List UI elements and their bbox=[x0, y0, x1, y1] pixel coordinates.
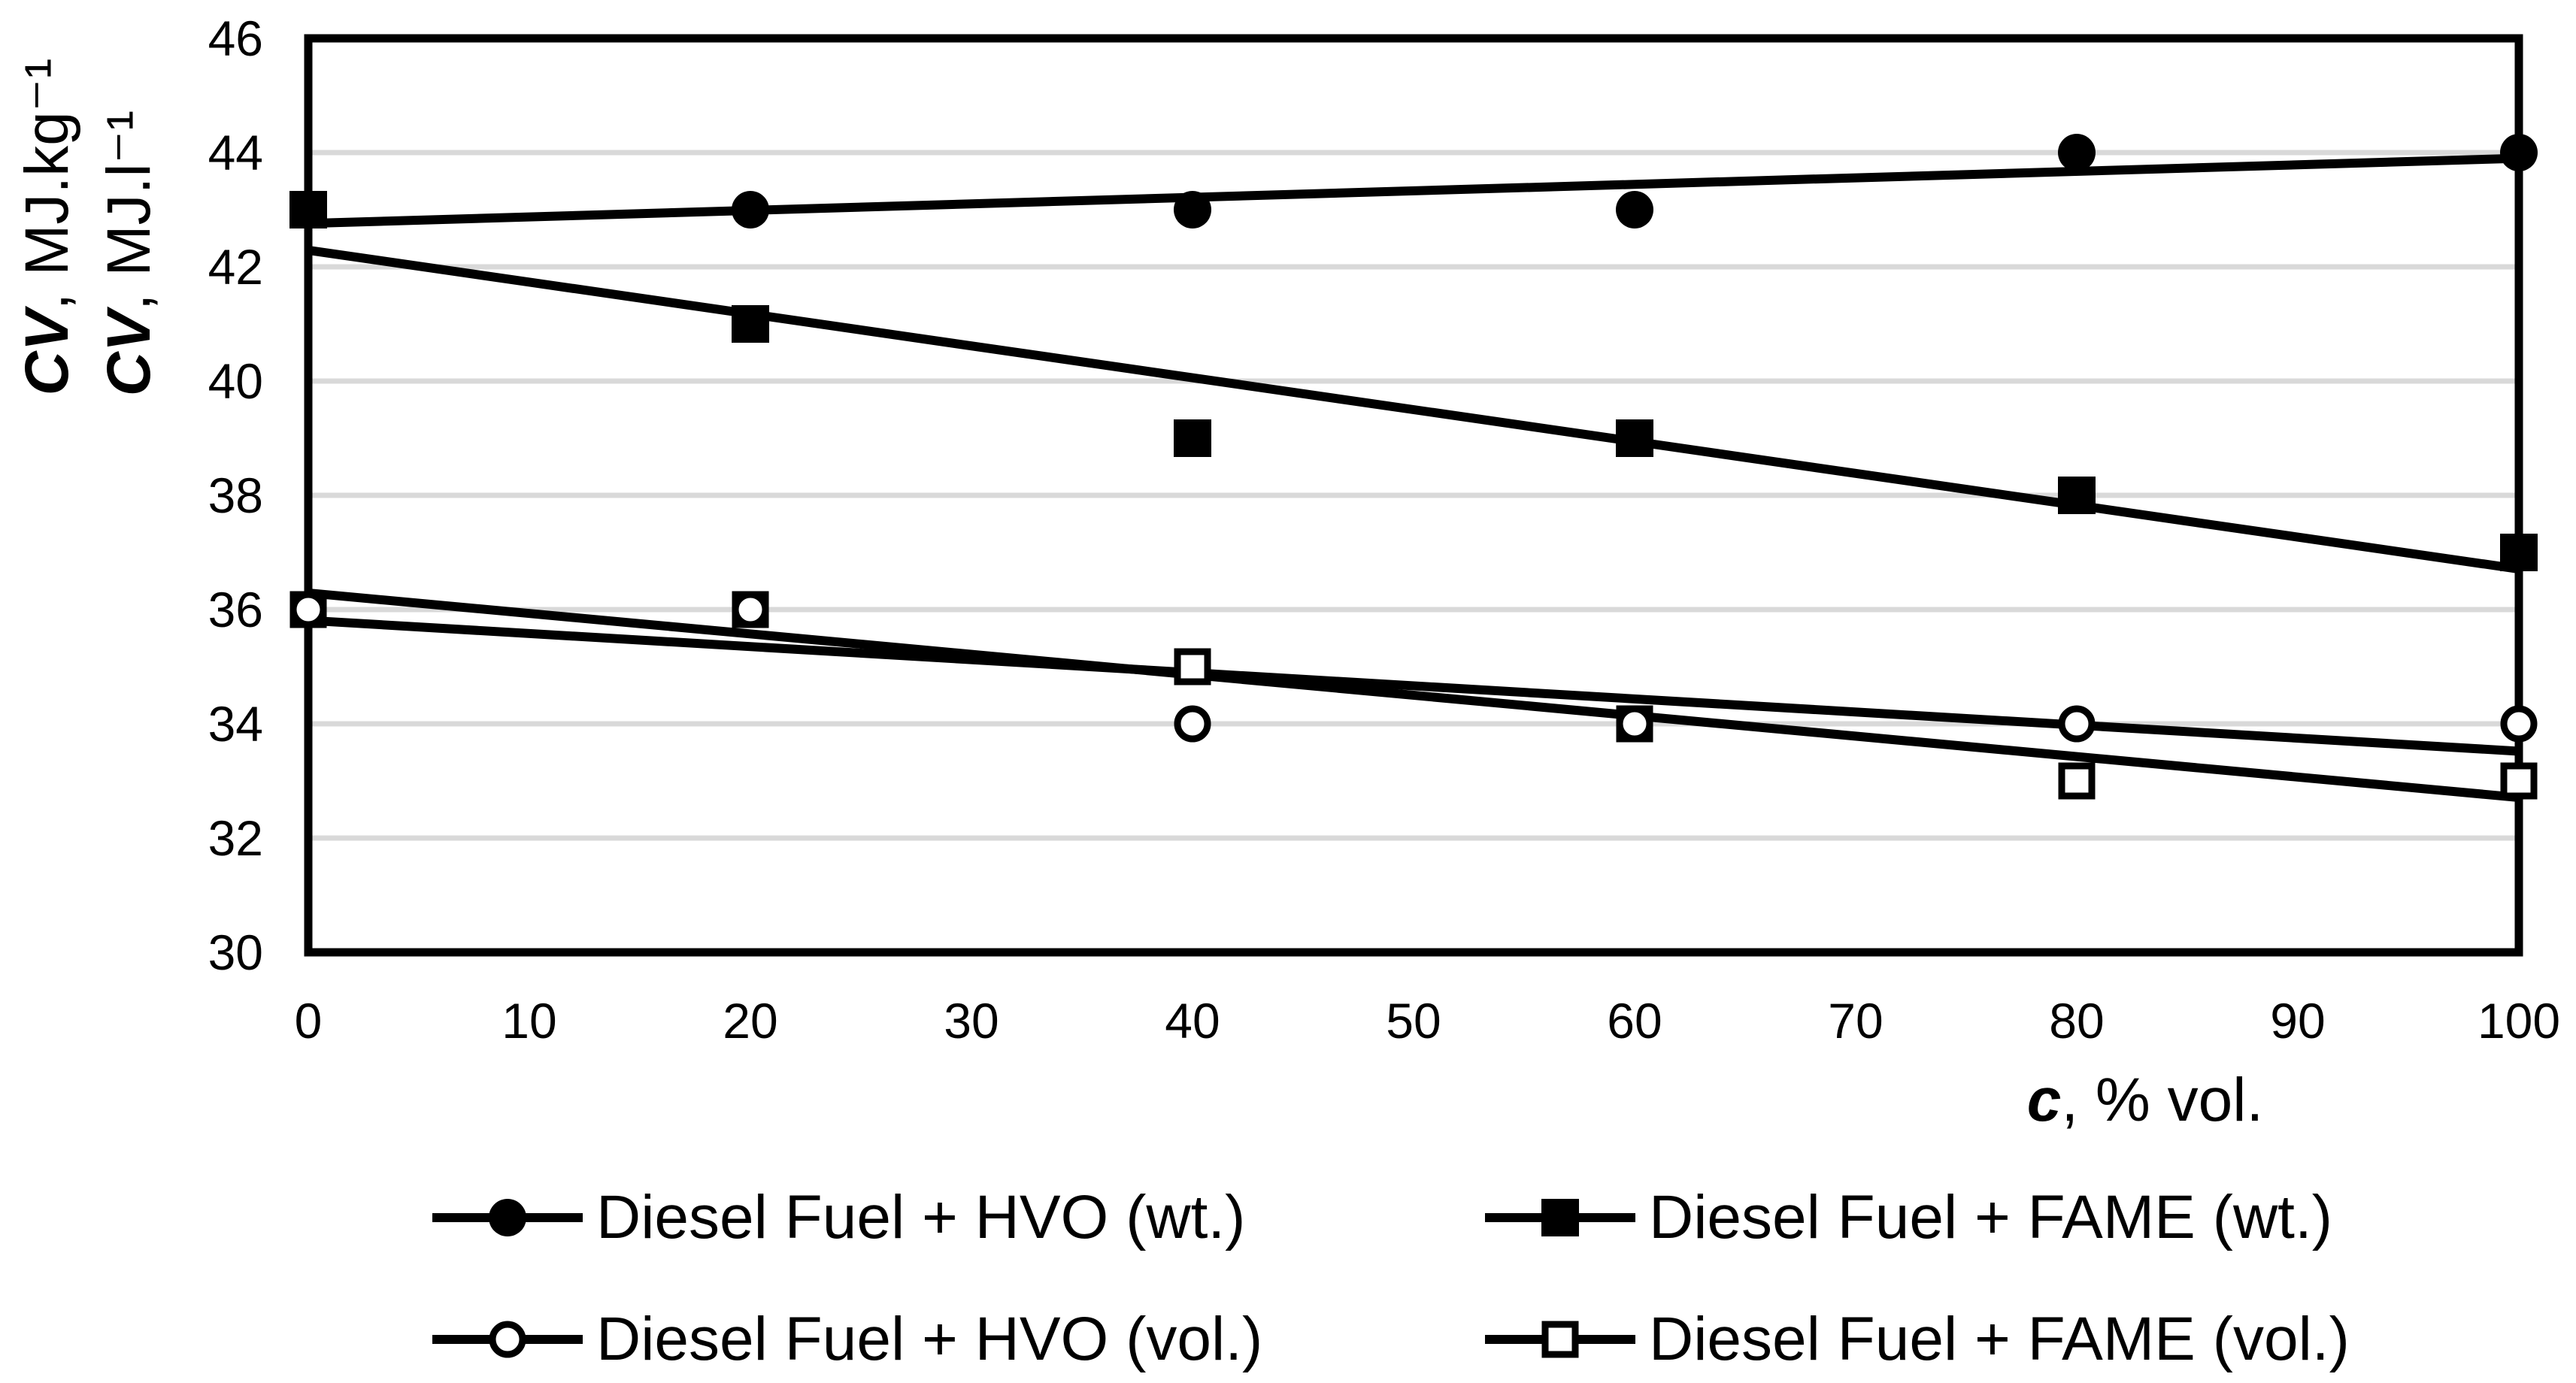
y-axis-variable: CV bbox=[95, 310, 163, 397]
filled-square-marker bbox=[1541, 1199, 1579, 1236]
filled-circle-marker bbox=[1616, 191, 1653, 228]
x-tick-label: 90 bbox=[2270, 993, 2326, 1049]
x-tick-label: 40 bbox=[1165, 993, 1220, 1049]
filled-square-marker bbox=[732, 305, 769, 343]
legend-label: Diesel Fuel + HVO (vol.) bbox=[596, 1305, 1263, 1373]
y-tick-label: 38 bbox=[208, 468, 263, 523]
y-axis-variable: CV bbox=[13, 310, 81, 396]
filled-circle-marker bbox=[732, 191, 769, 228]
filled-circle-marker bbox=[489, 1199, 526, 1236]
legend-key-open-circle bbox=[432, 1321, 583, 1358]
x-axis-unit: , % vol. bbox=[2061, 1066, 2264, 1134]
filled-circle-marker bbox=[1174, 191, 1211, 228]
open-circle-marker bbox=[489, 1321, 526, 1358]
x-tick-label: 30 bbox=[944, 993, 999, 1049]
legend-key-filled-circle bbox=[432, 1199, 583, 1236]
open-square-marker bbox=[1541, 1321, 1579, 1358]
x-tick-label: 100 bbox=[2477, 993, 2561, 1049]
y-tick-label: 40 bbox=[208, 353, 263, 409]
y-tick-label: 46 bbox=[208, 11, 263, 66]
filled-square-marker bbox=[289, 191, 327, 228]
filled-square-marker bbox=[1616, 419, 1653, 457]
x-axis-variable: c bbox=[2026, 1066, 2062, 1134]
open-circle-marker bbox=[1616, 705, 1653, 743]
legend-item: Diesel Fuel + HVO (wt.) bbox=[432, 1179, 1485, 1257]
y-tick-label: 32 bbox=[208, 810, 263, 866]
plot-frame bbox=[304, 34, 2523, 957]
y-tick-label: 30 bbox=[208, 925, 263, 980]
x-tick-label: 50 bbox=[1386, 993, 1441, 1049]
open-circle-marker bbox=[289, 591, 327, 628]
x-tick-label: 60 bbox=[1607, 993, 1662, 1049]
filled-circle-marker bbox=[2500, 134, 2538, 171]
open-circle-marker bbox=[2058, 705, 2096, 743]
y-axis-title-volume: CV, MJ.l⁻¹ bbox=[90, 0, 168, 592]
open-circle-marker bbox=[2500, 705, 2538, 743]
x-tick-label: 0 bbox=[294, 993, 323, 1049]
x-tick-label: 70 bbox=[1828, 993, 1884, 1049]
y-tick-label: 36 bbox=[208, 582, 263, 637]
legend-item: Diesel Fuel + FAME (wt.) bbox=[1485, 1179, 2350, 1257]
x-tick-label: 80 bbox=[2049, 993, 2105, 1049]
y-tick-label: 34 bbox=[208, 696, 263, 752]
y-axis-title-mass: CV, MJ.kg⁻¹ bbox=[8, 0, 86, 565]
open-square-marker bbox=[2058, 762, 2096, 800]
y-tick-label: 44 bbox=[208, 125, 263, 180]
trendline-series-2 bbox=[308, 616, 2520, 756]
legend-label: Diesel Fuel + HVO (wt.) bbox=[596, 1183, 1246, 1251]
filled-square-marker bbox=[2500, 534, 2538, 571]
filled-square-marker bbox=[2058, 477, 2096, 514]
trendline-series-3 bbox=[308, 588, 2520, 803]
filled-circle-marker bbox=[2058, 134, 2096, 171]
x-tick-label: 10 bbox=[502, 993, 557, 1049]
x-axis-title: c, % vol. bbox=[1920, 1061, 2371, 1139]
y-tick-label: 42 bbox=[208, 239, 263, 295]
filled-square-marker bbox=[1174, 419, 1211, 457]
x-tick-label: 20 bbox=[723, 993, 778, 1049]
legend-item: Diesel Fuel + HVO (vol.) bbox=[432, 1300, 1485, 1378]
legend-key-filled-square bbox=[1485, 1199, 1635, 1236]
trendline-series-0 bbox=[308, 153, 2520, 228]
open-circle-marker bbox=[1174, 705, 1211, 743]
open-square-marker bbox=[1174, 648, 1211, 685]
y-axis-unit: , MJ.l⁻¹ bbox=[95, 110, 163, 311]
y-axis-unit: , MJ.kg⁻¹ bbox=[13, 58, 81, 310]
legend-key-open-square bbox=[1485, 1321, 1635, 1358]
open-square-marker bbox=[2500, 762, 2538, 800]
open-circle-marker bbox=[732, 591, 769, 628]
legend: Diesel Fuel + HVO (wt.) Diesel Fuel + FAM… bbox=[432, 1179, 2350, 1378]
trendline-series-1 bbox=[308, 246, 2520, 573]
legend-label: Diesel Fuel + FAME (wt.) bbox=[1649, 1183, 2333, 1251]
legend-label: Diesel Fuel + FAME (vol.) bbox=[1649, 1305, 2350, 1373]
legend-item: Diesel Fuel + FAME (vol.) bbox=[1485, 1300, 2350, 1378]
